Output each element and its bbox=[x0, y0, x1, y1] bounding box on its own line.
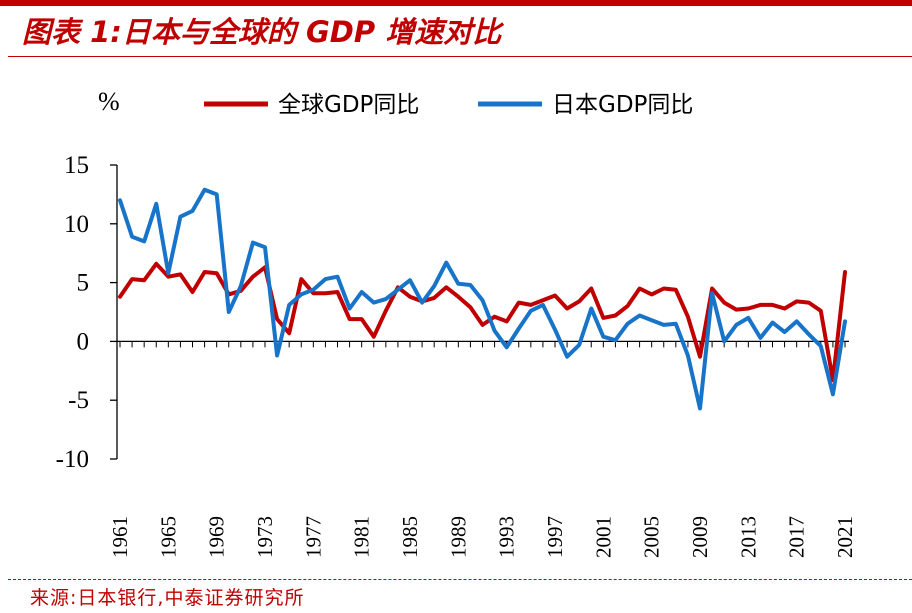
source-note: 来源:日本银行,中泰证券研究所 bbox=[30, 587, 305, 609]
x-tick-label: 1989 bbox=[446, 516, 470, 558]
x-tick-label: 1981 bbox=[350, 516, 374, 558]
source-divider bbox=[8, 579, 912, 580]
series-line-japan-gdp bbox=[118, 187, 847, 411]
x-tick-label: 1993 bbox=[495, 516, 519, 558]
x-tick-label: 1961 bbox=[108, 516, 132, 558]
x-tick-label: 2009 bbox=[688, 516, 712, 558]
y-tick-label: 15 bbox=[64, 152, 89, 179]
y-unit-label: % bbox=[98, 87, 120, 116]
x-tick-label: 2021 bbox=[833, 516, 857, 558]
y-tick-label: 0 bbox=[77, 328, 90, 355]
x-tick-label: 2005 bbox=[640, 516, 664, 558]
x-tick-label: 1977 bbox=[301, 516, 325, 558]
x-tick-label: 2013 bbox=[736, 516, 760, 558]
gdp-growth-line-chart: 15 10 5 0 -5 -10 1961 1965 1969 1973 1977 1981 1985 1… bbox=[56, 87, 857, 558]
x-tick-label: 1973 bbox=[253, 516, 277, 558]
y-tick-label: 5 bbox=[77, 270, 90, 297]
title-divider bbox=[8, 56, 912, 57]
x-tick-label: 1965 bbox=[156, 516, 180, 558]
x-tick-label: 1985 bbox=[398, 516, 422, 558]
legend-label-japan: 日本GDP同比 bbox=[552, 92, 693, 118]
x-tick-label: 2017 bbox=[785, 516, 809, 558]
figure-title: 图表 1:日本与全球的 GDP 增速对比 bbox=[22, 15, 502, 49]
legend-label-global: 全球GDP同比 bbox=[278, 92, 419, 118]
y-tick-label: 10 bbox=[64, 211, 89, 238]
y-tick-label: -10 bbox=[56, 446, 89, 473]
top-accent-bar bbox=[0, 0, 912, 6]
x-tick-label: 1997 bbox=[543, 516, 567, 558]
x-tick-label: 1969 bbox=[205, 516, 229, 558]
x-tick-label: 2001 bbox=[591, 516, 615, 558]
y-tick-label: -5 bbox=[68, 387, 89, 414]
series-line-global-gdp bbox=[118, 261, 847, 383]
